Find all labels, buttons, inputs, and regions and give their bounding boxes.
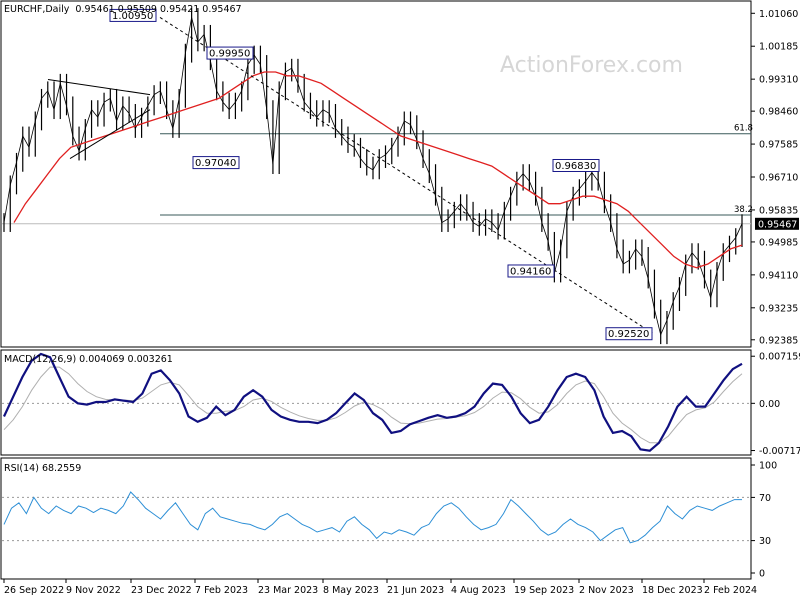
- macd-signal-line: [3, 366, 743, 444]
- x-tick-label: 19 Sep 2023: [514, 585, 574, 596]
- macd-y-tick-label: 0.00: [759, 399, 780, 410]
- x-tick-label: 4 Aug 2023: [451, 585, 506, 596]
- fib-level-label: 38.2: [734, 205, 753, 215]
- current-price-tag: [755, 217, 799, 230]
- rsi-y-tick-label: 0: [759, 569, 765, 580]
- price-label-text: 0.96830: [555, 161, 596, 172]
- falling-trendline: [159, 17, 656, 336]
- triangle-upper-line: [47, 79, 151, 96]
- rsi-title: RSI(14) 68.2559: [4, 463, 81, 474]
- x-tick-label: 2 Nov 2023: [579, 585, 634, 596]
- current-price-text: 0.95467: [758, 219, 797, 230]
- rsi-y-tick-label: 70: [759, 493, 771, 504]
- macd-series: 0.007159 0.00 -0.007173: [2, 352, 800, 457]
- x-tick-label: 2 Feb 2024: [704, 585, 757, 596]
- price-y-tick-label: 0.96710: [759, 173, 798, 184]
- x-tick-label: 26 Sep 2022: [4, 585, 64, 596]
- price-y-tick-label: 1.01060: [759, 9, 798, 20]
- price-label-box: [552, 158, 600, 172]
- rsi-y-tick-label: 30: [759, 536, 771, 547]
- price-series: [3, 8, 743, 345]
- price-label-text: 0.99950: [209, 49, 250, 60]
- price-y-tick-label: 0.97585: [759, 140, 798, 151]
- fibonacci-levels: 61.8 38.2: [2, 124, 753, 225]
- ohlc-readout: 0.95461 0.95509 0.95421 0.95467: [75, 4, 241, 15]
- rsi-series: 100 70 30 0: [2, 461, 777, 580]
- macd-y-tick-label: 0.007159: [759, 352, 800, 363]
- macd-panel-frame: [0, 349, 752, 456]
- x-tick-label: 8 May 2023: [323, 585, 379, 596]
- price-label-text: 0.97040: [195, 158, 236, 169]
- fib-level-label: 61.8: [734, 124, 753, 134]
- price-panel-frame: [0, 0, 752, 348]
- macd-y-tick-label: -0.007173: [759, 446, 800, 457]
- price-label-text: 1.00950: [112, 11, 153, 22]
- x-tick-label: 23 Mar 2023: [258, 585, 318, 596]
- rsi-line: [3, 491, 742, 544]
- rsi-y-tick-label: 100: [759, 461, 777, 472]
- price-y-tick-label: 0.94110: [759, 270, 798, 281]
- x-tick-label: 21 Jun 2023: [387, 585, 444, 596]
- trendlines: [47, 17, 656, 336]
- price-y-axis: 1.01060 1.00185 0.99310 0.98460 0.97585 0.967…: [751, 9, 798, 346]
- rsi-panel-frame: [0, 457, 752, 580]
- price-label-box: [507, 264, 555, 278]
- x-tick-label: 7 Feb 2023: [195, 585, 248, 596]
- price-y-tick-label: 0.95835: [759, 205, 798, 216]
- price-annotations: 1.00950 0.99950 0.97040 0.94160 0.96830 0.925…: [109, 8, 799, 341]
- price-y-tick-label: 0.94985: [759, 237, 798, 248]
- watermark: ActionForex.com: [500, 53, 683, 78]
- price-label-box: [109, 8, 157, 22]
- price-y-tick-label: 0.98460: [759, 107, 798, 118]
- macd-line: [3, 352, 743, 452]
- moving-average-line: [13, 71, 743, 269]
- price-y-tick-label: 0.92385: [759, 335, 798, 346]
- x-tick-label: 23 Dec 2022: [131, 585, 192, 596]
- x-tick-label: 9 Nov 2022: [66, 585, 121, 596]
- x-tick-label: 18 Dec 2023: [642, 585, 703, 596]
- macd-title: MACD(12,26,9) 0.004069 0.003261: [4, 354, 173, 365]
- triangle-lower-line: [69, 109, 151, 159]
- price-label-box: [605, 327, 653, 341]
- price-label-text: 0.94160: [510, 266, 551, 277]
- price-y-tick-label: 0.99310: [759, 75, 798, 86]
- price-close-line: [3, 17, 743, 336]
- price-label-text: 0.92520: [608, 329, 649, 340]
- symbol-label: EURCHF,Daily: [4, 4, 70, 15]
- price-label-box: [192, 156, 240, 170]
- x-axis: 26 Sep 2022 9 Nov 2022 23 Dec 2022 7 Feb 20…: [3, 579, 757, 596]
- price-y-tick-label: 0.93235: [759, 303, 798, 314]
- price-label-box: [206, 46, 254, 60]
- price-y-tick-label: 1.00185: [759, 42, 798, 53]
- chart-title: EURCHF,Daily 0.95461 0.95509 0.95421 0.95…: [4, 4, 242, 15]
- moving-average-series: [13, 71, 743, 269]
